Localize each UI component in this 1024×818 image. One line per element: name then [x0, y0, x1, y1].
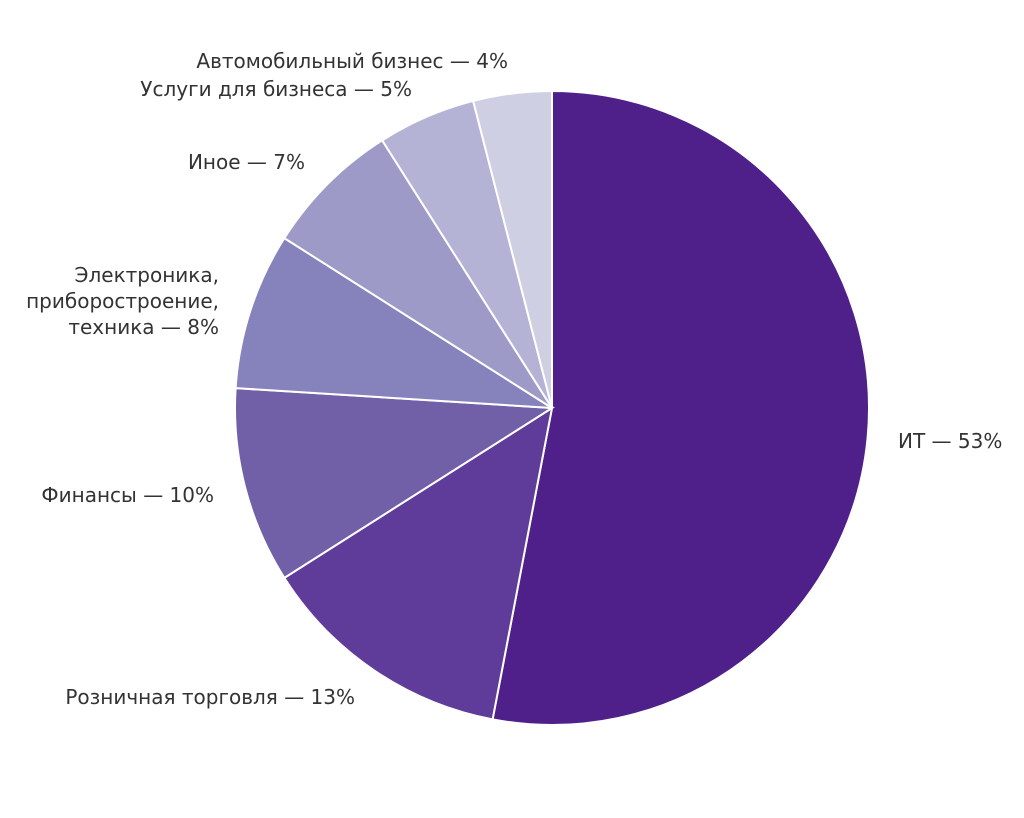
pie-slice-6 — [471, 89, 553, 409]
slice-label-line: Финансы — 10% — [41, 483, 214, 507]
slice-label-2: Финансы — 10% — [41, 483, 214, 507]
slice-label-line: техника — 8% — [68, 315, 219, 339]
slice-label-4: Иное — 7% — [188, 150, 305, 174]
slice-label-line: приборостроение, — [26, 289, 219, 313]
slice-label-line: Услуги для бизнеса — 5% — [140, 77, 412, 101]
slice-label-line: Автомобильный бизнес — 4% — [196, 49, 508, 73]
slice-label-line: ИТ — 53% — [898, 429, 1002, 453]
pie-slice-2 — [234, 387, 556, 580]
slice-label-line: Электроника, — [75, 263, 219, 287]
slice-label-line: Розничная торговля — 13% — [65, 685, 355, 709]
slice-label-line: Иное — 7% — [188, 150, 305, 174]
pie-slice-0 — [491, 89, 870, 726]
slice-label-5: Услуги для бизнеса — 5% — [140, 77, 412, 101]
pie-labels: ИТ — 53% Розничная торговля — 13% Финансы … — [26, 49, 1002, 709]
slice-label-3: Электроника, приборостроение, техника — 8% — [26, 263, 219, 339]
pie-slice-3 — [234, 236, 553, 409]
pie-slice-4 — [282, 138, 553, 409]
pie-slices — [234, 89, 870, 726]
slice-label-0: ИТ — 53% — [898, 429, 1002, 453]
slice-label-1: Розничная торговля — 13% — [65, 685, 355, 709]
slice-label-6: Автомобильный бизнес — 4% — [196, 49, 508, 73]
pie-slice-1 — [282, 405, 554, 721]
